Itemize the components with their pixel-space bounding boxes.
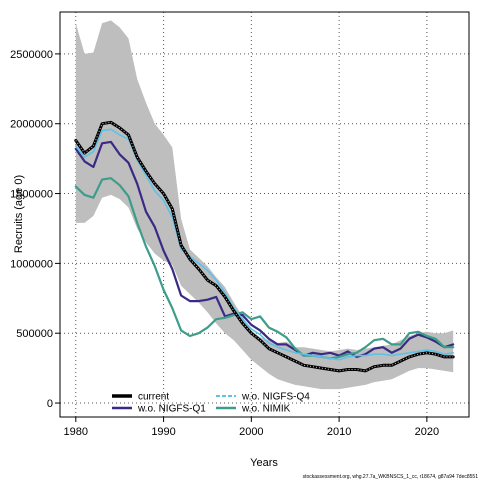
- series-line-w-o-nimik: [74, 177, 455, 360]
- y-axis: 0 500000 1000000 1500000 2000000 2500000: [10, 49, 60, 410]
- series-layer: [74, 120, 455, 373]
- x-tick-label: 1980: [64, 426, 88, 438]
- series-line-w-o-nigfs-q1: [74, 140, 455, 358]
- legend-label-w-o-nimik: w.o. NIMIK: [241, 404, 291, 415]
- x-tick-label: 2000: [239, 426, 263, 438]
- legend-label-w-o-nigfs-q1: w.o. NIGFS-Q1: [137, 404, 206, 415]
- x-tick-label: 2020: [415, 426, 439, 438]
- plot-frame: [59, 11, 470, 418]
- y-tick-label: 500000: [16, 328, 53, 340]
- x-tick-label: 2010: [327, 426, 351, 438]
- legend-label-current: current: [138, 392, 169, 403]
- source-note: stockassessment.org, whg.27.7a_WKBNSCS_1…: [303, 474, 479, 480]
- x-tick-label: 1990: [151, 426, 175, 438]
- x-axis: 1980 1990 2000 2010 2020: [64, 417, 439, 438]
- legend-label-w-o-nigfs-q4: w.o. NIGFS-Q4: [241, 392, 310, 403]
- y-axis-title: Recruits (age 0): [13, 175, 25, 253]
- series-line-w-o-nigfs-q4: [75, 128, 455, 361]
- y-tick-label: 0: [47, 398, 53, 410]
- y-tick-label: 2500000: [10, 49, 53, 61]
- series-line-current-overlay: [75, 121, 454, 372]
- y-tick-label: 2000000: [10, 119, 53, 131]
- y-tick-label: 1500000: [10, 189, 53, 201]
- y-tick-label: 1000000: [10, 258, 53, 270]
- x-axis-title: Years: [250, 457, 278, 469]
- legend: current w.o. NIGFS-Q4 w.o. NIGFS-Q1 w.o. NI…: [112, 392, 310, 415]
